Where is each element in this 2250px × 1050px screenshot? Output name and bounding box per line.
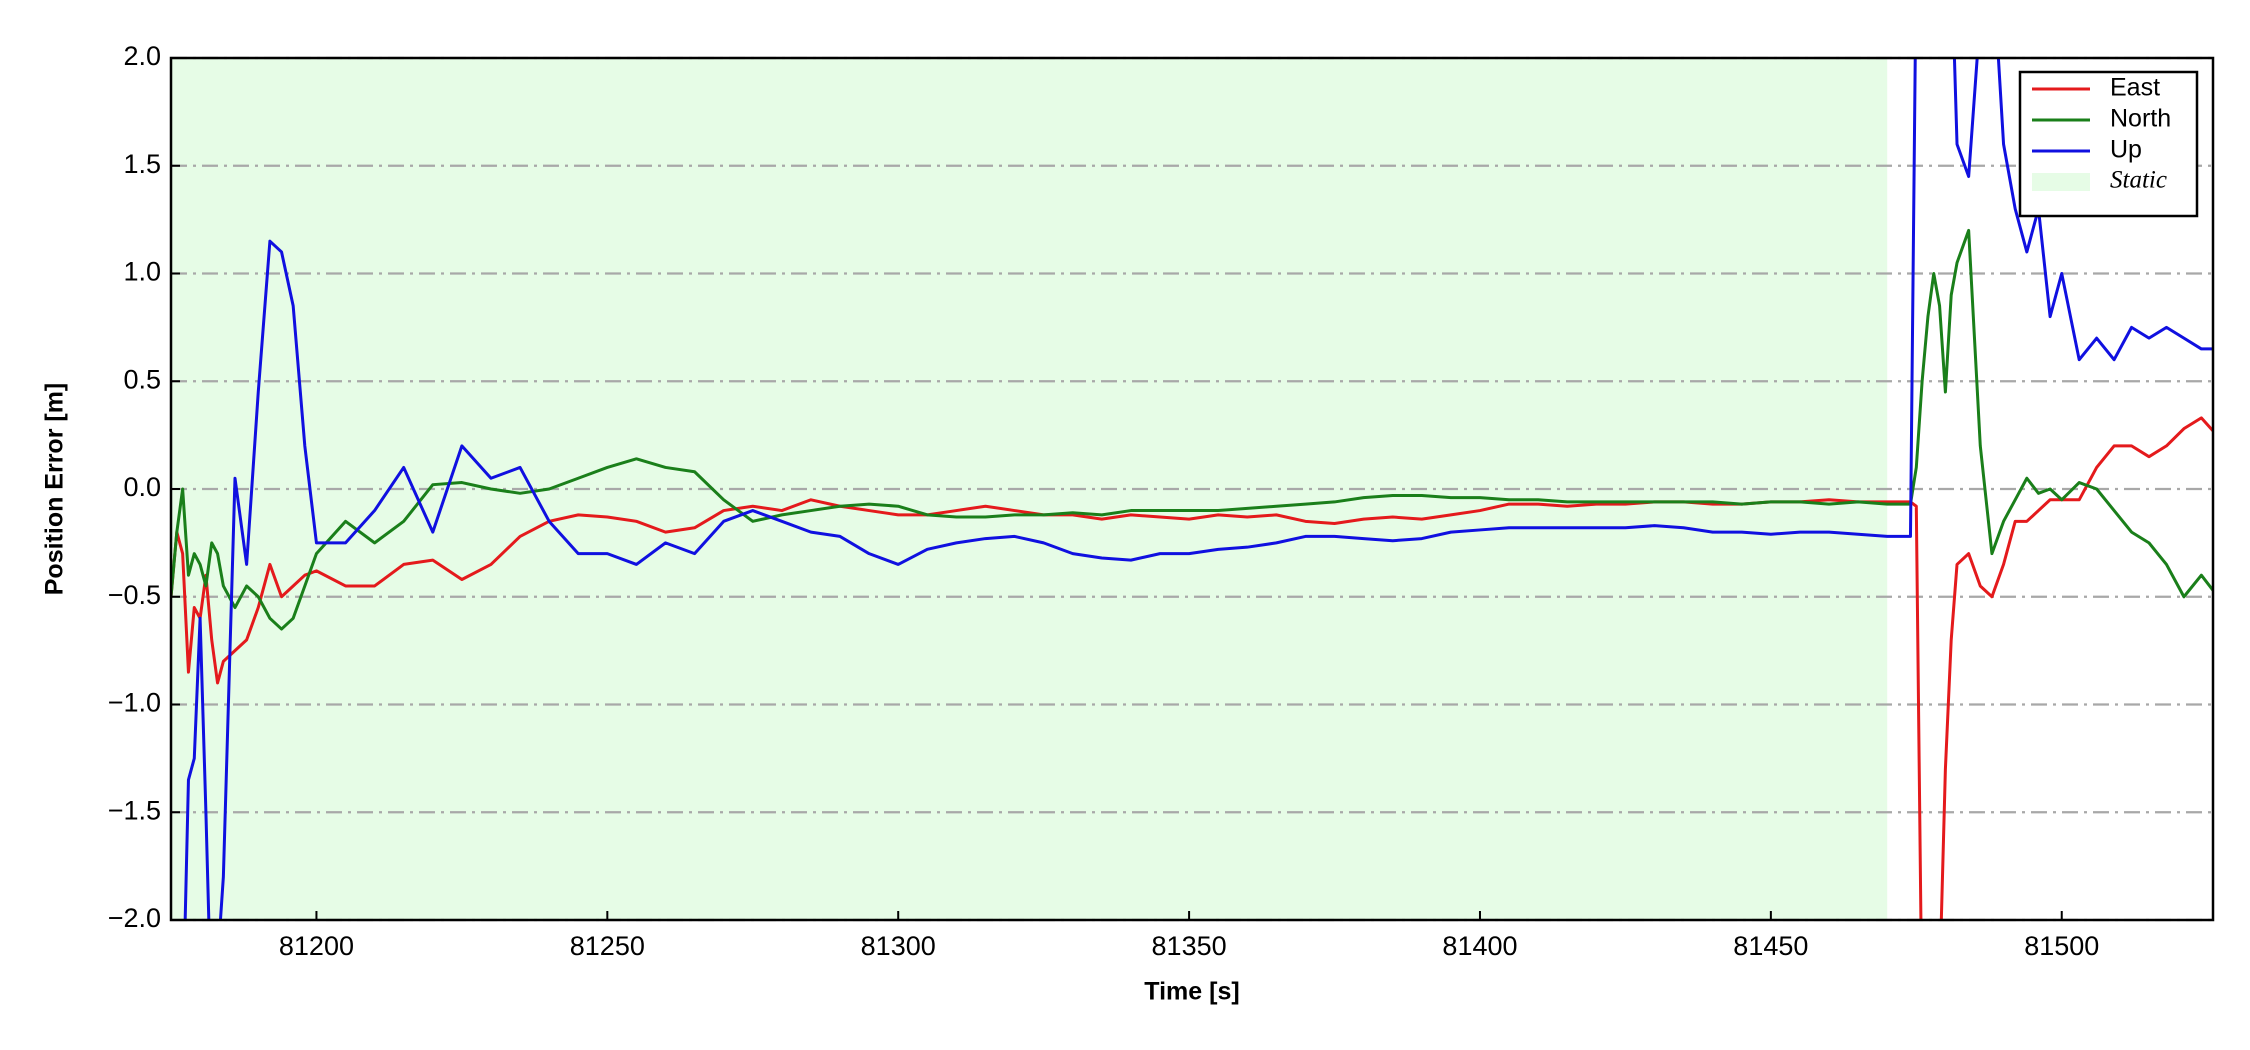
legend-swatch	[2032, 173, 2090, 191]
lines	[171, 58, 2213, 920]
y-tick-label: −0.5	[108, 580, 161, 610]
legend-label: East	[2110, 74, 2160, 102]
y-tick-label: 2.0	[123, 41, 161, 71]
x-tick-label: 81250	[570, 931, 645, 961]
y-tick-label: 1.0	[123, 257, 161, 287]
legend-label: Up	[2110, 136, 2142, 164]
legend-label: North	[2110, 105, 2171, 133]
x-tick-label: 81500	[2024, 931, 2099, 961]
y-tick-label: −2.0	[108, 903, 161, 933]
y-tick-label: −1.5	[108, 795, 161, 825]
y-tick-label: 0.0	[123, 472, 161, 502]
x-tick-label: 81450	[1733, 931, 1808, 961]
x-tick-label: 81400	[1442, 931, 1517, 961]
x-axis-label: Time [s]	[1144, 978, 1239, 1006]
y-axis-label: Position Error [m]	[41, 383, 69, 596]
y-tick-label: 0.5	[123, 364, 161, 394]
x-tick-label: 81200	[279, 931, 354, 961]
y-tick-label: 1.5	[123, 149, 161, 179]
x-tick-label: 81300	[861, 931, 936, 961]
legend-box	[2018, 70, 2199, 218]
y-tick-label: −1.0	[108, 688, 161, 718]
series-line	[183, 58, 2213, 920]
x-tick-label: 81350	[1152, 931, 1227, 961]
ticks: −2.0 −1.5 −1.0 −0.5 0.0 0.5 1.0 1.5 2.0 81200 8125…	[108, 41, 2100, 961]
series-line	[171, 228, 2213, 631]
legend: East North Up Static	[2018, 70, 2199, 218]
legend-label: Static	[2110, 167, 2167, 194]
